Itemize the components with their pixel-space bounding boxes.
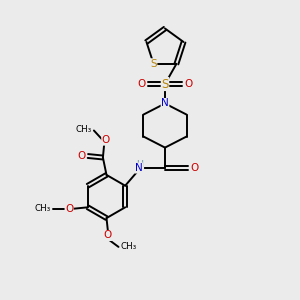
Text: CH₃: CH₃	[34, 204, 50, 213]
Text: N: N	[161, 98, 169, 109]
Text: CH₃: CH₃	[121, 242, 137, 251]
Text: CH₃: CH₃	[75, 125, 92, 134]
Text: O: O	[104, 230, 112, 241]
Text: S: S	[161, 77, 169, 91]
Text: O: O	[190, 163, 198, 173]
Text: S: S	[150, 59, 157, 69]
Text: H: H	[136, 160, 144, 169]
Text: O: O	[65, 204, 73, 214]
Text: O: O	[77, 151, 86, 161]
Text: O: O	[137, 79, 146, 89]
Text: O: O	[102, 135, 110, 145]
Text: N: N	[135, 163, 142, 173]
Text: O: O	[184, 79, 193, 89]
